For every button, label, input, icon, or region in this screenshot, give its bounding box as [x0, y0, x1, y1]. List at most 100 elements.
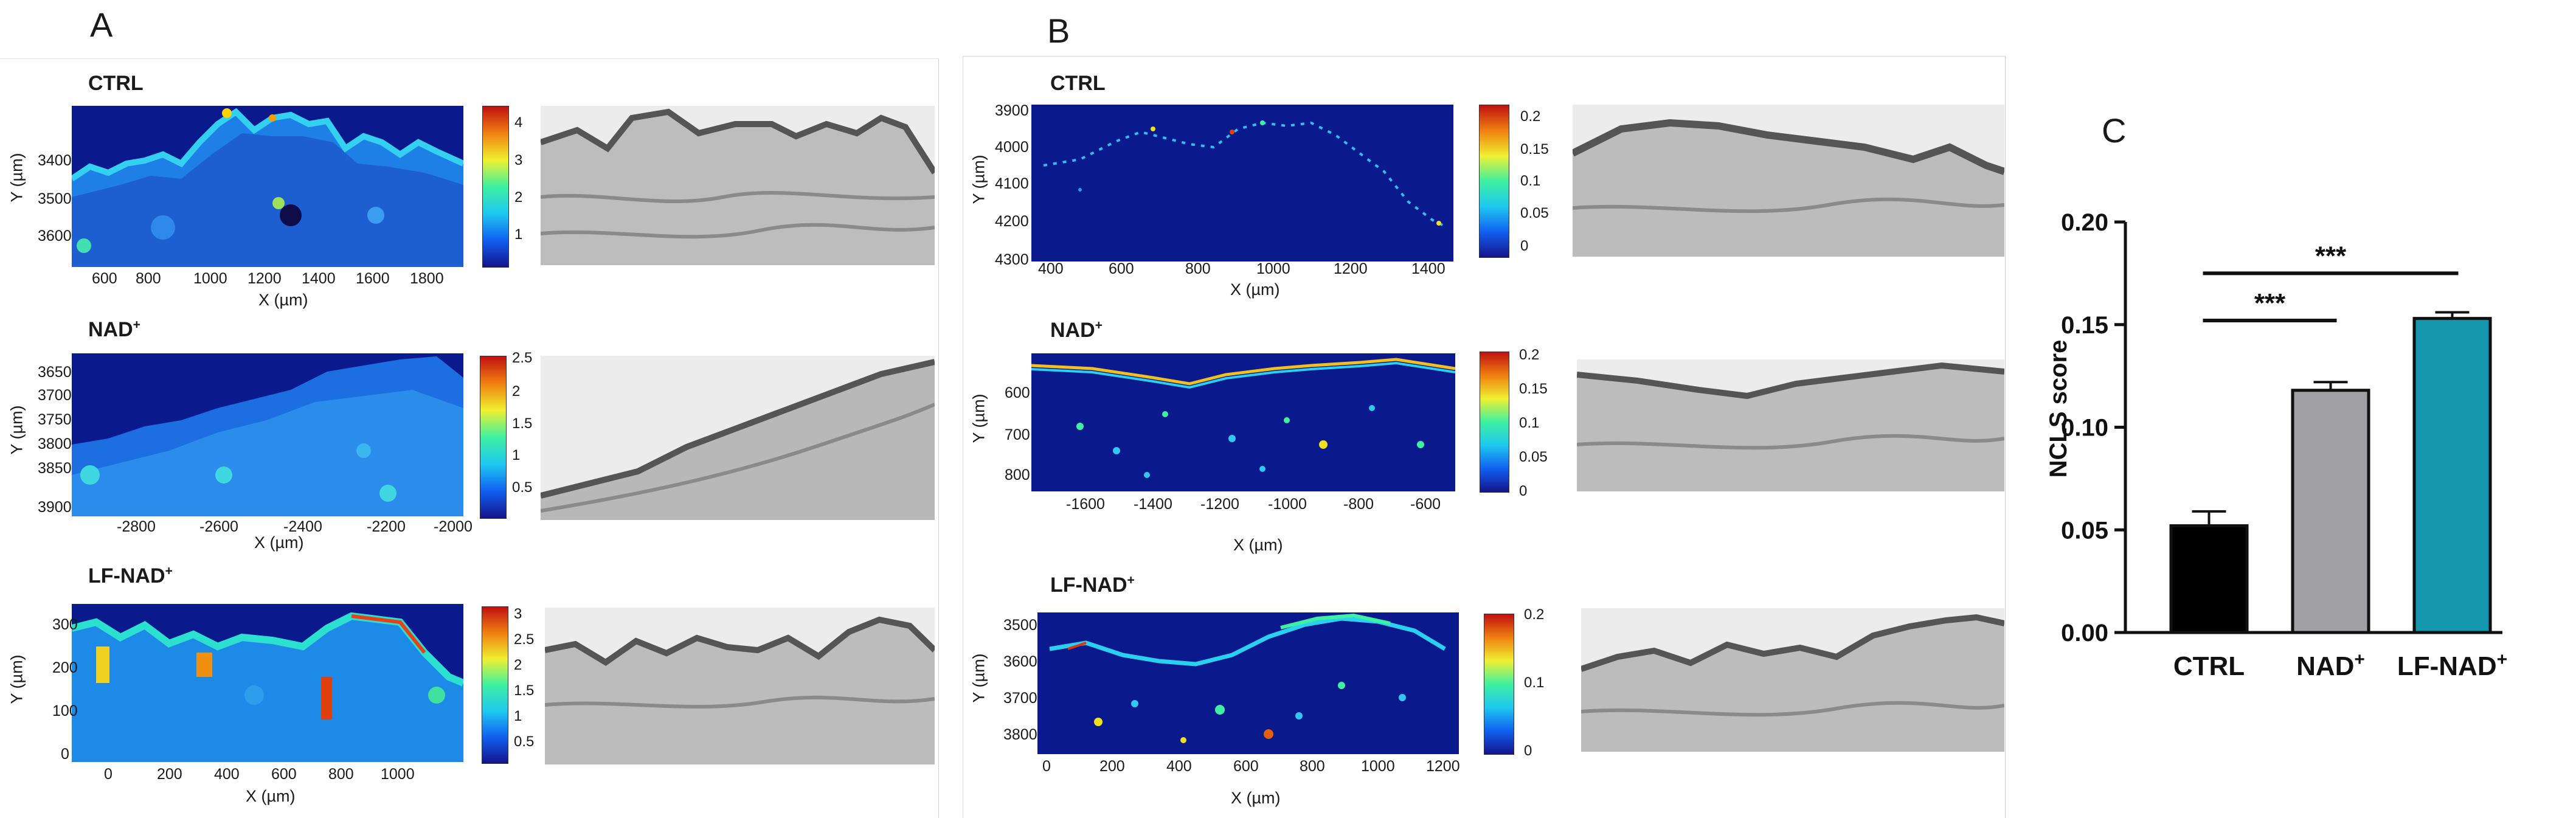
colorbar-a3-tick: 3 — [514, 606, 522, 622]
colorbar-a2-tick: 0.5 — [512, 479, 533, 496]
map-a3-xtick: 1000 — [381, 766, 415, 783]
colorbar-b2-tick: 0.15 — [1519, 381, 1548, 397]
bar-ctrl — [2169, 524, 2249, 634]
colorbar-a1-tick: 4 — [514, 114, 523, 131]
colorbar-a2-tick: 1.5 — [512, 415, 533, 432]
significance-label: *** — [2254, 288, 2286, 318]
colorbar-b2-tick: 0 — [1519, 483, 1528, 499]
map-b2-xtick: -1000 — [1268, 496, 1307, 513]
x-categories: CTRL NAD+ LF-NAD+ — [2173, 650, 2507, 682]
map-a2-xtick: -2200 — [367, 518, 406, 535]
map-a1-xtick: 1000 — [193, 270, 227, 287]
map-a3-xtick: 400 — [214, 766, 240, 783]
map-b1-ytick: 4300 — [995, 251, 1029, 268]
colorbar-a2-tick: 2.5 — [512, 350, 533, 366]
ncls-bar-chart: NCLS score 0.00 0.05 0.10 0.15 0.20 *** *** C… — [2045, 209, 2507, 682]
y-tick-label: 0.05 — [2061, 517, 2108, 544]
colorbar-b2-tick: 0.2 — [1519, 347, 1540, 363]
map-b1-xlabel: X (µm) — [1230, 280, 1280, 299]
x-category-label: LF-NAD+ — [2397, 650, 2507, 682]
colorbar-b3-tick: 0 — [1524, 743, 1532, 759]
significance-group: *** *** — [2203, 241, 2459, 322]
map-a1-xtick: 1400 — [302, 270, 336, 287]
colorbar-a3 — [482, 606, 508, 764]
map-a2-ytick: 3750 — [38, 411, 72, 428]
map-b2-ylabel: Y (µm) — [969, 393, 988, 443]
map-b2-xtick: -1200 — [1200, 496, 1239, 513]
heatmap-a1 — [72, 106, 463, 267]
colorbar-a3-tick: 0.5 — [514, 733, 535, 750]
map-b3-xtick: 200 — [1099, 758, 1125, 775]
map-a2-ylabel: Y (µm) — [7, 405, 26, 455]
map-a1-xtick: 600 — [92, 270, 117, 287]
tissue-photo-b1 — [1573, 105, 2004, 257]
map-a1-xlabel: X (µm) — [258, 291, 308, 309]
map-a2-ytick: 3650 — [38, 364, 72, 381]
colorbar-b1-tick: 0 — [1520, 238, 1529, 254]
map-a1-ytick: 3400 — [38, 152, 72, 169]
colorbar-a2-tick: 1 — [512, 447, 521, 463]
map-b3-ylabel: Y (µm) — [969, 653, 988, 703]
colorbar-b2-tick: 0.1 — [1519, 415, 1540, 431]
map-b3-ytick: 3700 — [1003, 690, 1037, 707]
map-a3-ytick: 300 — [52, 616, 78, 633]
map-a2-xtick: -2600 — [199, 518, 238, 535]
y-tick-label: 0.20 — [2061, 209, 2108, 236]
heatmap-a2 — [72, 353, 463, 516]
map-a2-ytick: 3800 — [38, 435, 72, 452]
bars-group — [2169, 311, 2492, 634]
heatmap-b1 — [1031, 105, 1453, 262]
map-b1-ytick: 4000 — [995, 139, 1029, 156]
map-a1-xtick: 1800 — [410, 270, 444, 287]
map-b1-xtick: 1000 — [1256, 260, 1290, 277]
map-b2-xtick: -800 — [1343, 496, 1374, 513]
map-a2-ytick: 3850 — [38, 460, 72, 477]
map-a3-label: LF-NAD+ — [88, 564, 173, 588]
colorbar-a3-tick: 2 — [514, 657, 522, 673]
map-b3-ytick: 3500 — [1003, 617, 1037, 634]
colorbar-b2 — [1480, 352, 1509, 493]
map-b1-label: CTRL — [1050, 72, 1106, 95]
map-a1-ytick: 3500 — [38, 190, 72, 207]
map-a3-ytick: 100 — [52, 702, 78, 719]
map-a1-label: CTRL — [88, 72, 144, 95]
map-b1-xtick: 400 — [1038, 260, 1064, 277]
map-a1-ylabel: Y (µm) — [7, 153, 26, 203]
colorbar-b1-tick: 0.2 — [1520, 108, 1541, 125]
y-axis-label: NCLS score — [2045, 340, 2072, 478]
map-b1-xtick: 1400 — [1411, 260, 1446, 277]
map-b1-ytick: 4200 — [995, 213, 1029, 230]
map-b2-xtick: -1400 — [1134, 496, 1172, 513]
map-b1-ylabel: Y (µm) — [969, 154, 988, 204]
map-b1-ytick: 3900 — [995, 102, 1029, 119]
heatmap-b3 — [1037, 612, 1459, 754]
map-a3-ytick: 0 — [61, 746, 69, 763]
map-b3-xtick: 600 — [1233, 758, 1259, 775]
map-a2-xtick: -2800 — [117, 518, 156, 535]
map-a2-label: NAD+ — [88, 317, 140, 341]
map-b1-ytick: 4100 — [995, 175, 1029, 192]
tissue-photo-b2 — [1577, 359, 2004, 491]
x-category-label: NAD+ — [2296, 650, 2365, 682]
map-b2-xtick: -1600 — [1066, 496, 1105, 513]
colorbar-a1-tick: 2 — [514, 189, 523, 206]
y-tick-label: 0.15 — [2061, 312, 2108, 339]
map-b2-ytick: 700 — [1005, 426, 1030, 443]
map-a2-xtick: -2000 — [434, 518, 473, 535]
colorbar-b3-tick: 0.2 — [1524, 606, 1545, 623]
map-b1-xtick: 800 — [1185, 260, 1211, 277]
bar-lf-nad — [2412, 317, 2492, 634]
map-b1-xtick: 1200 — [1334, 260, 1368, 277]
tissue-photo-a1 — [541, 106, 935, 265]
colorbar-b2-tick: 0.05 — [1519, 449, 1548, 465]
colorbar-a2-tick: 2 — [512, 383, 521, 400]
map-a2-xtick: -2400 — [283, 518, 322, 535]
colorbar-b1-tick: 0.1 — [1520, 173, 1541, 189]
map-a2-ytick: 3700 — [38, 387, 72, 404]
map-a3-xtick: 0 — [104, 766, 113, 783]
colorbar-b1-tick: 0.15 — [1520, 141, 1549, 158]
map-a3-xlabel: X (µm) — [246, 787, 296, 805]
colorbar-b3 — [1484, 614, 1514, 755]
colorbar-a2 — [480, 356, 507, 519]
colorbar-b1 — [1479, 105, 1509, 258]
